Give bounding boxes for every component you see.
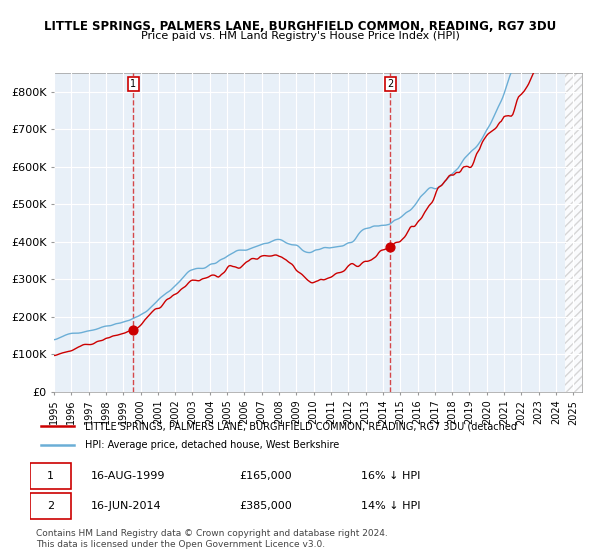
- Text: 16% ↓ HPI: 16% ↓ HPI: [361, 471, 421, 481]
- FancyBboxPatch shape: [30, 493, 71, 519]
- FancyBboxPatch shape: [30, 463, 71, 489]
- Point: [385, 243, 395, 252]
- Text: 14% ↓ HPI: 14% ↓ HPI: [361, 501, 421, 511]
- Text: Contains HM Land Registry data © Crown copyright and database right 2024.
This d: Contains HM Land Registry data © Crown c…: [36, 529, 388, 549]
- Text: LITTLE SPRINGS, PALMERS LANE, BURGHFIELD COMMON, READING, RG7 3DU: LITTLE SPRINGS, PALMERS LANE, BURGHFIELD…: [44, 20, 556, 32]
- Text: 16-JUN-2014: 16-JUN-2014: [91, 501, 161, 511]
- Text: LITTLE SPRINGS, PALMERS LANE, BURGHFIELD COMMON, READING, RG7 3DU (detached: LITTLE SPRINGS, PALMERS LANE, BURGHFIELD…: [85, 421, 517, 431]
- Text: 1: 1: [130, 79, 136, 89]
- Text: 1: 1: [47, 471, 54, 481]
- Text: £165,000: £165,000: [240, 471, 292, 481]
- Text: 2: 2: [47, 501, 54, 511]
- Text: 16-AUG-1999: 16-AUG-1999: [91, 471, 165, 481]
- Text: Price paid vs. HM Land Registry's House Price Index (HPI): Price paid vs. HM Land Registry's House …: [140, 31, 460, 41]
- Point: [128, 325, 138, 334]
- Text: 2: 2: [387, 79, 393, 89]
- Text: HPI: Average price, detached house, West Berkshire: HPI: Average price, detached house, West…: [85, 440, 340, 450]
- Text: £385,000: £385,000: [240, 501, 293, 511]
